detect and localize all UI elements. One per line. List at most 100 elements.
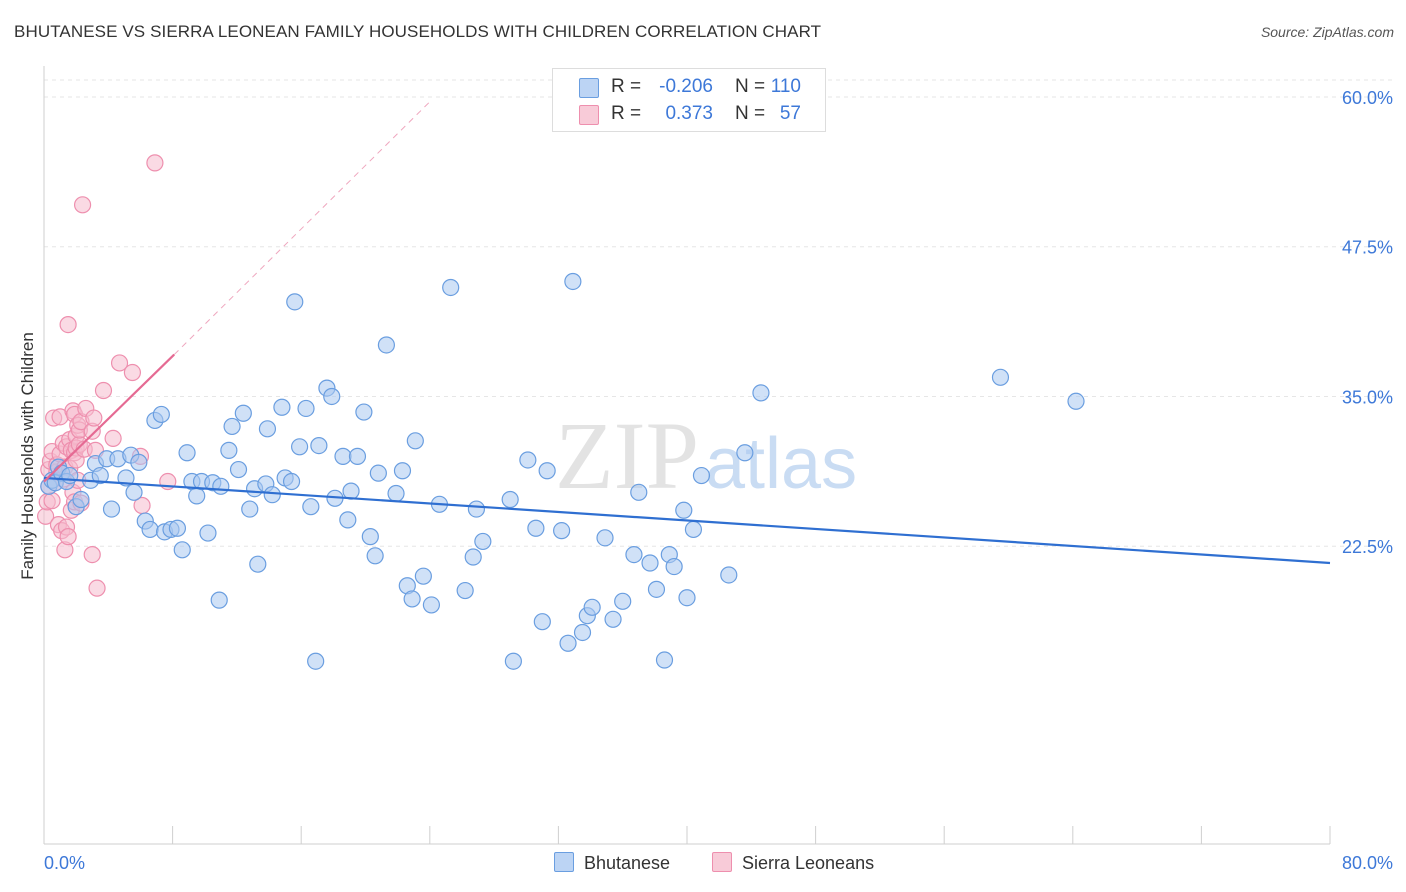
sierra-leonean-point bbox=[73, 196, 92, 214]
tick-labels: 22.5% 35.0% 47.5% 60.0% 0.0% 80.0% bbox=[44, 88, 1393, 873]
bhutanese-point bbox=[263, 486, 281, 504]
trend-lines bbox=[43, 101, 1331, 565]
legend-r-value: 0.373 bbox=[665, 103, 713, 124]
grid-lines bbox=[44, 79, 1392, 547]
bhutanese-point bbox=[377, 336, 395, 354]
bhutanese-point bbox=[527, 519, 545, 537]
y-tick-label: 47.5% bbox=[1342, 238, 1393, 258]
x-tick-label: 80.0% bbox=[1342, 853, 1393, 873]
legend-n-label: N = bbox=[735, 103, 766, 124]
bhutanese-point bbox=[596, 529, 614, 547]
bhutanese-point bbox=[249, 555, 267, 573]
bhutanese-point bbox=[220, 441, 238, 459]
bhutanese-point bbox=[258, 420, 277, 438]
bhutanese-point bbox=[141, 520, 159, 539]
legend-n-value: 57 bbox=[779, 103, 801, 124]
bhutanese-trend-line bbox=[43, 476, 1331, 565]
bhutanese-point bbox=[91, 466, 109, 485]
bhutanese-point bbox=[361, 528, 379, 546]
bhutanese-point bbox=[720, 566, 738, 584]
legend-swatch-pink bbox=[579, 105, 599, 125]
bhutanese-point bbox=[302, 498, 320, 516]
sierra-leonean-point bbox=[104, 429, 122, 448]
bhutanese-point bbox=[583, 598, 601, 616]
legend-r-label: R = bbox=[611, 76, 642, 97]
bhutanese-point bbox=[307, 652, 325, 670]
bhutanese-point bbox=[125, 483, 143, 501]
legend-item-bhutanese[interactable]: Bhutanese bbox=[554, 852, 670, 874]
bhutanese-point bbox=[752, 384, 770, 402]
bhutanese-point bbox=[290, 438, 309, 456]
legend-swatch-pink bbox=[712, 852, 732, 872]
bhutanese-point bbox=[393, 462, 412, 480]
legend-row-sierra-leonean: R = 0.373 N = 57 bbox=[553, 99, 825, 127]
bhutanese-point bbox=[199, 524, 217, 542]
sierra-leonean-point bbox=[83, 546, 101, 564]
sierra-leonean-point bbox=[59, 316, 77, 334]
bhutanese-point bbox=[387, 484, 405, 503]
bhutanese-point bbox=[348, 447, 367, 465]
bhutanese-point bbox=[369, 464, 387, 482]
bhutanese-point bbox=[504, 652, 522, 670]
legend-r-value: -0.206 bbox=[659, 76, 713, 97]
bhutanese-point bbox=[323, 387, 341, 406]
bhutanese-point bbox=[355, 403, 373, 421]
bhutanese-point bbox=[210, 591, 228, 609]
bhutanese-point bbox=[334, 447, 352, 465]
bhutanese-point bbox=[188, 487, 206, 505]
bhutanese-point bbox=[538, 462, 556, 480]
bhutanese-point bbox=[72, 490, 90, 509]
chart-title: BHUTANESE VS SIERRA LEONEAN FAMILY HOUSE… bbox=[14, 22, 822, 41]
sierra-leonean-trend-line bbox=[43, 353, 175, 483]
bhutanese-point bbox=[286, 293, 304, 311]
bhutanese-point bbox=[152, 405, 170, 424]
bhutanese-point bbox=[991, 368, 1010, 386]
bhutanese-point bbox=[282, 472, 301, 491]
bhutanese-point bbox=[614, 592, 632, 610]
bhutanese-points bbox=[40, 272, 1085, 670]
legend-swatch-blue bbox=[579, 78, 599, 98]
bhutanese-point bbox=[61, 466, 79, 485]
correlation-legend: R = -0.206 N = 110 R = 0.373 N = 57 bbox=[552, 68, 826, 132]
bhutanese-point bbox=[604, 610, 622, 628]
bhutanese-point bbox=[564, 272, 582, 291]
zipatlas-watermark: ZIPatlas bbox=[555, 400, 857, 511]
sierra-leonean-point bbox=[59, 528, 77, 546]
bhutanese-point bbox=[559, 634, 577, 652]
bhutanese-point bbox=[474, 532, 492, 551]
bhutanese-point bbox=[339, 511, 357, 529]
bhutanese-point bbox=[464, 548, 482, 566]
bhutanese-point bbox=[342, 482, 360, 500]
sierra-leonean-point bbox=[43, 492, 61, 510]
bhutanese-point bbox=[366, 547, 384, 565]
sierra-leonean-point bbox=[88, 579, 106, 597]
source-label[interactable]: Source: ZipAtlas.com bbox=[1260, 24, 1394, 40]
sierra-leonean-point bbox=[110, 354, 129, 372]
bhutanese-point bbox=[519, 451, 537, 469]
bhutanese-point bbox=[573, 623, 592, 642]
x-tick-label: 0.0% bbox=[44, 853, 85, 873]
sierra-leonean-point bbox=[146, 154, 164, 172]
legend-label-sierra-leonean: Sierra Leoneans bbox=[742, 853, 875, 873]
bhutanese-point bbox=[553, 522, 571, 540]
bhutanese-point bbox=[678, 589, 696, 607]
bhutanese-point bbox=[173, 541, 191, 559]
bhutanese-point bbox=[647, 580, 666, 598]
watermark-zip: ZIP bbox=[555, 402, 699, 509]
bhutanese-point bbox=[403, 590, 421, 608]
bhutanese-point bbox=[625, 546, 643, 564]
bhutanese-point bbox=[684, 520, 703, 539]
bhutanese-point bbox=[310, 436, 328, 455]
bhutanese-point bbox=[212, 477, 230, 495]
bhutanese-point bbox=[533, 613, 551, 631]
legend-n-label: N = bbox=[735, 76, 766, 97]
y-tick-label: 22.5% bbox=[1342, 537, 1393, 557]
y-tick-label: 60.0% bbox=[1342, 88, 1393, 108]
bhutanese-point bbox=[273, 398, 291, 416]
bhutanese-point bbox=[675, 501, 693, 519]
bhutanese-point bbox=[223, 417, 241, 436]
legend-row-bhutanese: R = -0.206 N = 110 bbox=[553, 72, 825, 100]
bhutanese-point bbox=[178, 444, 196, 462]
legend-item-sierra-leonean[interactable]: Sierra Leoneans bbox=[712, 852, 874, 874]
